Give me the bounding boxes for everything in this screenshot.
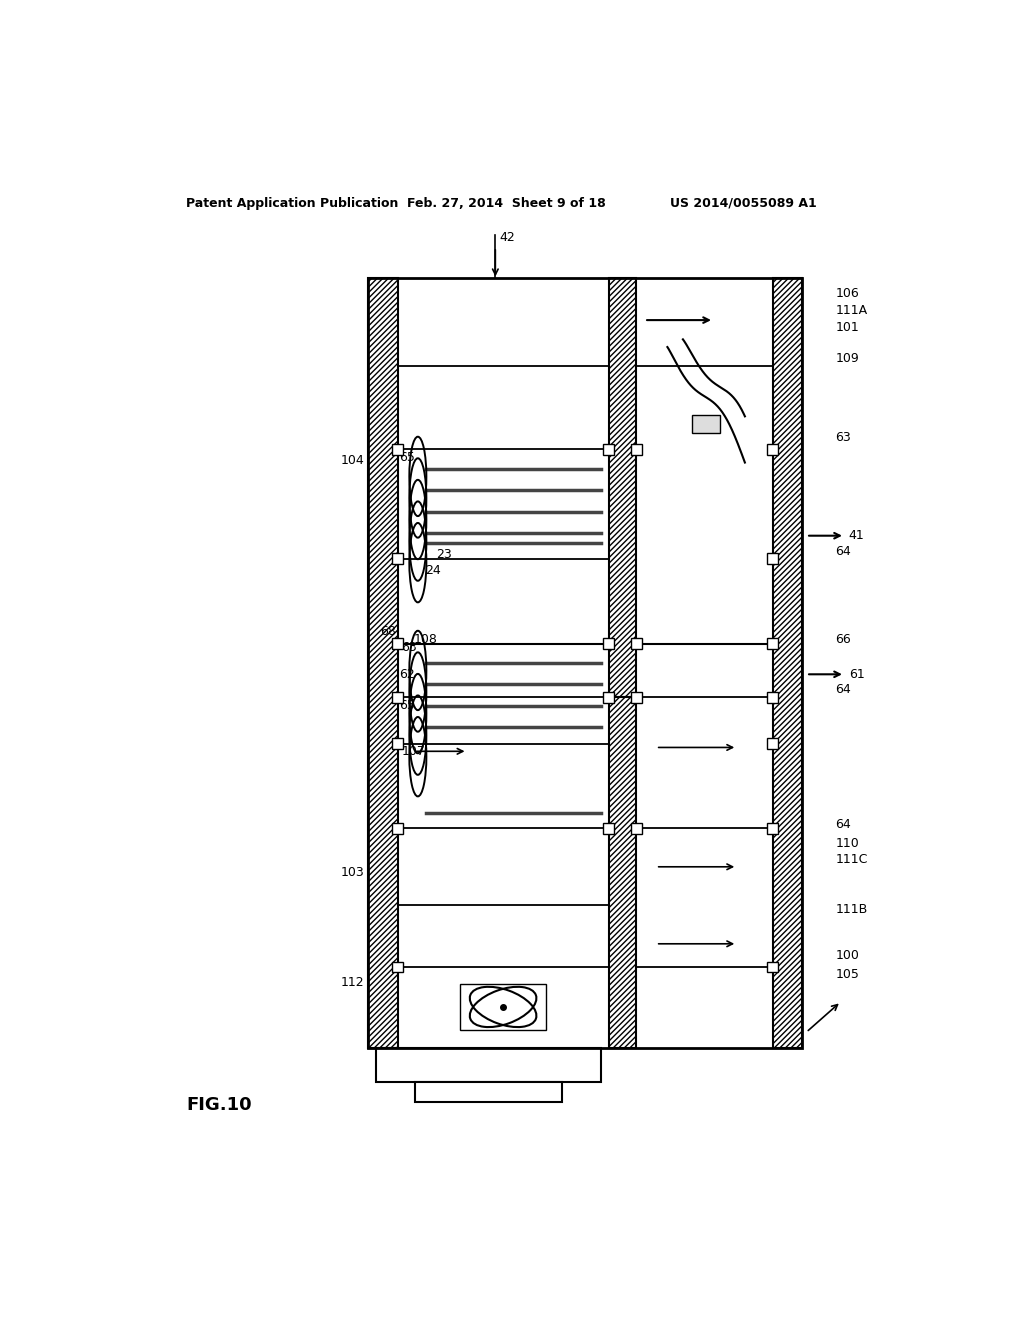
Bar <box>392 553 403 564</box>
Bar <box>603 444 614 455</box>
Bar <box>767 638 778 649</box>
Bar <box>608 697 636 1048</box>
Text: 111B: 111B <box>836 903 867 916</box>
Bar <box>631 822 642 834</box>
Text: 63: 63 <box>401 640 418 653</box>
Text: 62: 62 <box>399 668 415 681</box>
Text: 63: 63 <box>836 432 851 445</box>
Text: 24: 24 <box>425 564 440 577</box>
Text: 65: 65 <box>399 698 415 711</box>
Text: 64: 64 <box>836 545 851 557</box>
Text: 110: 110 <box>836 837 859 850</box>
Text: US 2014/0055089 A1: US 2014/0055089 A1 <box>671 197 817 210</box>
Bar <box>767 692 778 702</box>
Bar <box>461 983 546 1030</box>
Text: 41: 41 <box>849 529 864 543</box>
Text: 64: 64 <box>836 818 851 832</box>
Text: Patent Application Publication: Patent Application Publication <box>186 197 398 210</box>
Bar <box>392 444 403 455</box>
Bar <box>767 738 778 748</box>
Text: 68: 68 <box>380 626 396 639</box>
Bar <box>603 692 614 702</box>
Bar <box>369 277 397 1048</box>
Bar <box>392 822 403 834</box>
Text: 103: 103 <box>341 866 365 879</box>
Bar <box>767 822 778 834</box>
Text: 105: 105 <box>836 968 859 981</box>
Bar <box>392 692 403 702</box>
Text: 101: 101 <box>836 321 859 334</box>
Text: 111C: 111C <box>836 853 868 866</box>
Bar <box>369 277 802 1048</box>
Bar <box>608 277 636 697</box>
Bar <box>631 692 642 702</box>
Text: 42: 42 <box>500 231 515 244</box>
Bar <box>603 638 614 649</box>
Bar <box>631 444 642 455</box>
Bar <box>376 1048 601 1082</box>
Text: 23: 23 <box>436 548 453 561</box>
Bar <box>692 414 720 433</box>
Text: 61: 61 <box>849 668 864 681</box>
Bar <box>767 444 778 455</box>
Text: 65: 65 <box>399 450 415 463</box>
Text: Feb. 27, 2014  Sheet 9 of 18: Feb. 27, 2014 Sheet 9 of 18 <box>407 197 606 210</box>
Text: 107: 107 <box>401 744 425 758</box>
Bar <box>392 638 403 649</box>
Text: 106: 106 <box>836 286 859 300</box>
Text: 66: 66 <box>836 634 851 647</box>
Bar <box>415 1082 562 1102</box>
Bar <box>603 822 614 834</box>
Bar <box>631 638 642 649</box>
Bar <box>767 553 778 564</box>
Bar <box>392 961 403 973</box>
Bar <box>773 277 802 1048</box>
Text: 100: 100 <box>836 949 859 962</box>
Text: FIG.10: FIG.10 <box>186 1097 252 1114</box>
Bar <box>767 961 778 973</box>
Text: 64: 64 <box>836 684 851 696</box>
Text: 104: 104 <box>341 454 365 467</box>
Bar <box>392 738 403 748</box>
Text: 109: 109 <box>836 352 859 366</box>
Text: 108: 108 <box>414 634 437 647</box>
Text: 111A: 111A <box>836 304 867 317</box>
Text: 112: 112 <box>341 975 365 989</box>
